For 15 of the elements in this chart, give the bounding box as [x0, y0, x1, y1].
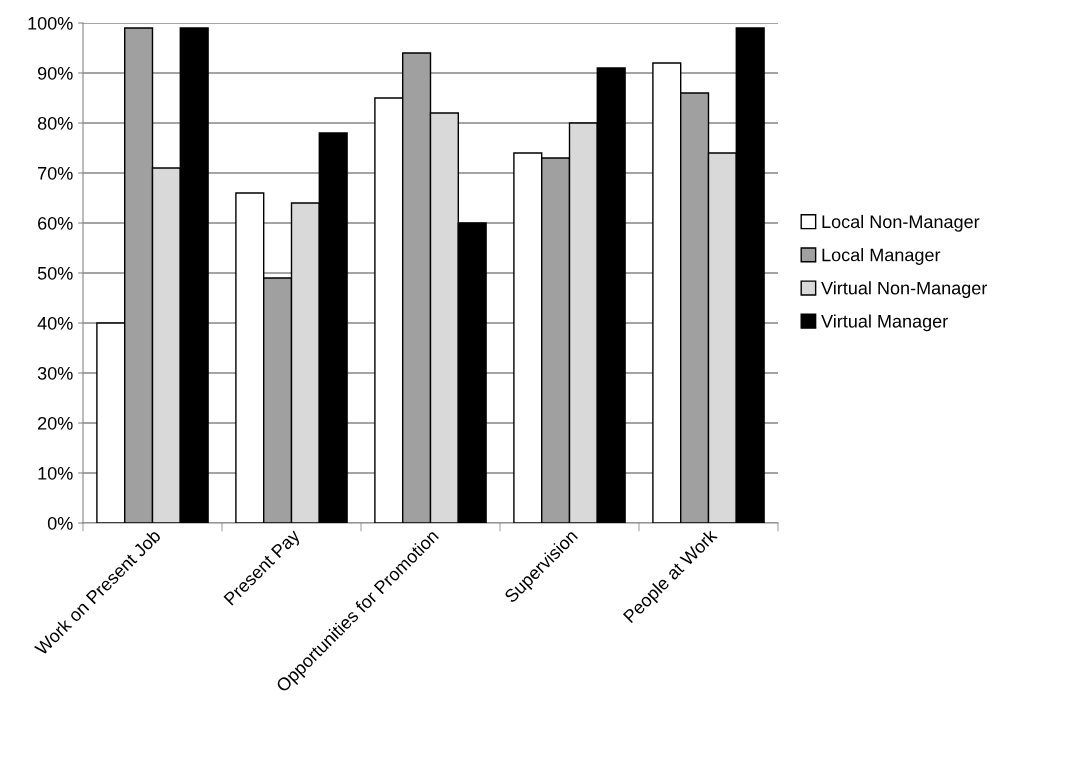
legend-label: Virtual Manager: [821, 314, 948, 332]
legend-label: Local Non-Manager: [822, 214, 980, 232]
legend-label: Virtual Non-Manager: [821, 281, 988, 299]
y-tick-label: 30%: [37, 366, 73, 380]
y-tick-label: 10%: [38, 466, 73, 480]
y-tick-label: 60%: [38, 216, 73, 230]
y-tick-label: 70%: [38, 166, 73, 180]
y-tick-label: 80%: [37, 116, 73, 130]
legend-label: Local Manager: [822, 248, 941, 265]
y-tick-label: 100%: [28, 16, 73, 30]
y-tick-label: 40%: [37, 316, 73, 330]
y-tick-label: 0%: [47, 516, 73, 530]
y-tick-label: 20%: [38, 416, 73, 430]
y-tick-label: 90%: [37, 66, 73, 80]
y-tick-label: 50%: [37, 266, 73, 280]
